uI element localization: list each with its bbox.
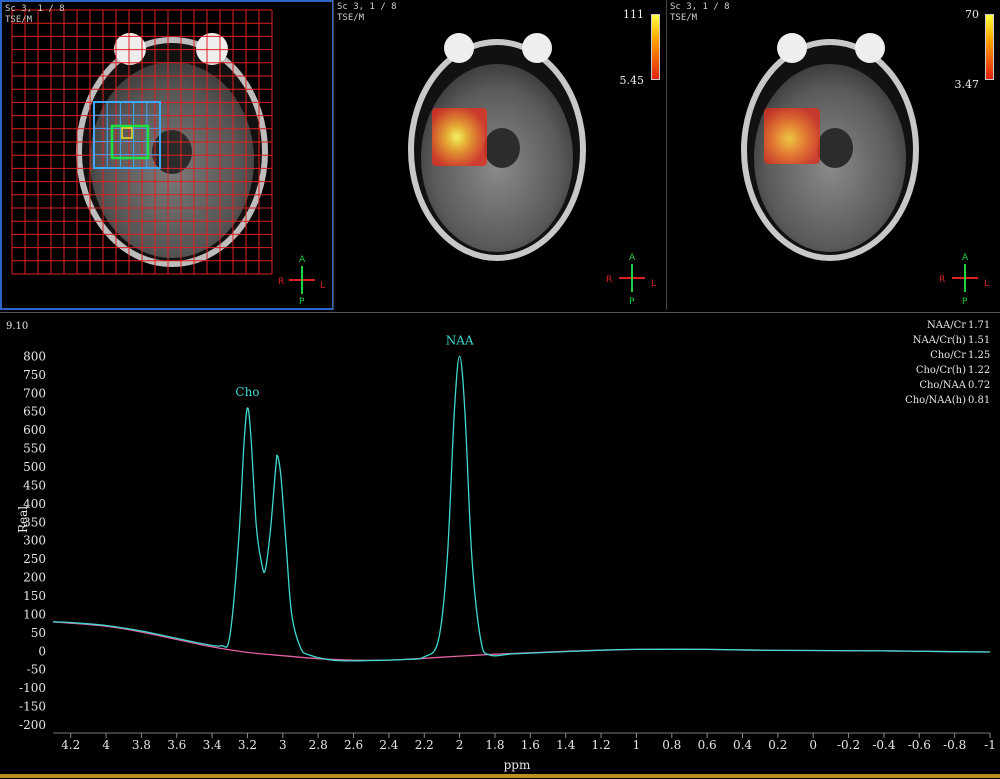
sequence-label: TSE/M [5, 15, 33, 25]
spectrum-line [52, 355, 991, 662]
colorbar-min: 5.45 [619, 74, 645, 87]
baseline-line [52, 621, 991, 661]
y-tick-label: -50 [27, 663, 46, 677]
x-tick-label: -0.6 [908, 738, 931, 752]
y-tick-label: 550 [23, 442, 46, 456]
x-tick-label: 0.8 [662, 738, 681, 752]
x-axis-label: ppm [504, 758, 531, 772]
y-tick-label: -200 [19, 718, 46, 732]
spectrum-chart[interactable]: 9.10 80075070065060055050045040035030025… [0, 313, 1000, 775]
y-axis-label: Real [16, 506, 30, 533]
mrs-spectrum-panel[interactable]: 9.10 800 750 700 650 600 550 500 450 400 350 300 25… [0, 312, 1000, 779]
x-tick-label: 2.2 [415, 738, 434, 752]
x-tick-label: -0.8 [943, 738, 966, 752]
mri-viewport-localizer[interactable]: Sc 3, 1 / 8 TSE/M A P R L [0, 0, 334, 310]
series-label: Sc 3, 1 / 8 [670, 2, 730, 12]
peak-label: NAA [446, 333, 474, 347]
y-tick-label: 150 [23, 589, 46, 603]
y-tick-label: 650 [23, 405, 46, 419]
x-tick-label: 3 [279, 738, 287, 752]
x-tick-label: 0.4 [733, 738, 752, 752]
y-tick-label: -100 [19, 681, 46, 695]
ratio-row: NAA/Cr(h) 1.51 [912, 335, 991, 346]
ratio-row: Cho/Cr 1.25 [930, 350, 991, 361]
x-tick-label: 3.2 [238, 738, 257, 752]
metabolite-ratios: NAA/Cr 1.71 NAA/Cr(h) 1.51 Cho/Cr 1.25 Cho/… [905, 318, 996, 408]
x-tick-label: 2.4 [379, 738, 398, 752]
ratio-row: Cho/NAA 0.72 [919, 380, 991, 391]
y-tick-label: 450 [23, 478, 46, 492]
x-tick-label: -0.4 [872, 738, 896, 752]
ratio-row: NAA/Cr 1.71 [927, 320, 991, 331]
corner-value: 9.10 [6, 321, 28, 332]
ratio-row: Cho/Cr(h) 1.22 [915, 365, 991, 376]
x-tick-label: 1.8 [485, 738, 504, 752]
colorbar-max: 70 [965, 8, 979, 21]
x-tick-label: -1 [984, 738, 996, 752]
x-tick-label: 3.6 [167, 738, 186, 752]
x-tick-label: 2.6 [344, 738, 363, 752]
y-tick-label: 700 [23, 386, 46, 400]
viewport-label: Sc 3, 1 / 8 TSE/M [670, 2, 730, 24]
colorbar [985, 14, 994, 80]
x-tick-label: 1.2 [592, 738, 611, 752]
x-tick-label: 1 [633, 738, 641, 752]
x-tick-label: -0.2 [837, 738, 860, 752]
y-tick-label: 200 [23, 571, 46, 585]
x-tick-label: 1.6 [521, 738, 540, 752]
y-tick-label: 50 [31, 626, 46, 640]
y-tick-label: 400 [23, 497, 46, 511]
x-tick-label: 3.8 [132, 738, 151, 752]
mri-viewport-map-1[interactable]: Sc 3, 1 / 8 TSE/M 111 5.45 A P R L [333, 0, 665, 310]
sequence-label: TSE/M [670, 13, 698, 23]
brain-metabolite-map-image [408, 33, 586, 261]
x-tick-label: 4 [102, 738, 110, 752]
brain-metabolite-map-image [741, 33, 919, 261]
y-tick-label: 750 [23, 368, 46, 382]
y-tick-label: 0 [38, 644, 46, 658]
series-label: Sc 3, 1 / 8 [5, 4, 65, 14]
series-label: Sc 3, 1 / 8 [337, 2, 397, 12]
y-tick-label: -150 [19, 700, 46, 714]
mri-viewport-map-2[interactable]: Sc 3, 1 / 8 TSE/M 70 3.47 A P R L [666, 0, 1000, 310]
x-tick-label: 0.6 [698, 738, 717, 752]
x-tick-label: 2 [456, 738, 464, 752]
x-tick-label: 2.8 [309, 738, 328, 752]
peak-label: Cho [235, 385, 259, 399]
sequence-label: TSE/M [337, 13, 365, 23]
x-tick-label: 4.2 [61, 738, 80, 752]
viewport-label: Sc 3, 1 / 8 TSE/M [337, 2, 397, 24]
colorbar-min: 3.47 [954, 78, 980, 91]
y-tick-label: 500 [23, 460, 46, 474]
ratio-row: Cho/NAA(h) 0.81 [905, 395, 991, 406]
brain-localizer-image [11, 9, 273, 275]
y-tick-label: 800 [23, 349, 46, 363]
y-tick-label: 300 [23, 534, 46, 548]
x-tick-label: 0 [809, 738, 817, 752]
y-tick-label: 100 [23, 607, 46, 621]
y-tick-label: 600 [23, 423, 46, 437]
viewport-label: Sc 3, 1 / 8 TSE/M [5, 4, 65, 26]
colorbar [651, 14, 660, 80]
colorbar-max: 111 [623, 8, 644, 21]
bottom-border [0, 774, 1000, 778]
y-tick-label: 250 [23, 552, 46, 566]
x-tick-label: 3.4 [203, 738, 222, 752]
y-tick-label: 350 [23, 515, 46, 529]
x-tick-label: 1.4 [556, 738, 575, 752]
x-tick-label: 0.2 [768, 738, 787, 752]
